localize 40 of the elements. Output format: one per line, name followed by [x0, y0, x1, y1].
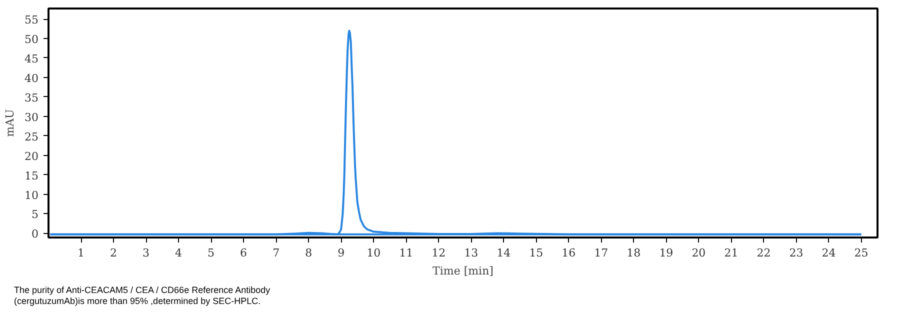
- x-tick-label: 7: [272, 246, 280, 260]
- y-tick-label: 25: [24, 130, 39, 144]
- x-tick-label: 22: [756, 246, 771, 260]
- x-tick-label: 8: [305, 246, 312, 260]
- x-tick-label: 2: [110, 246, 118, 260]
- y-tick-label: 20: [24, 150, 39, 163]
- x-tick-label: 1: [78, 246, 85, 260]
- x-tick-label: 15: [529, 246, 544, 260]
- x-tick-label: 24: [822, 246, 836, 260]
- x-tick-label: 21: [724, 246, 738, 260]
- x-tick-label: 19: [659, 246, 674, 260]
- y-tick-label: 30: [24, 110, 39, 124]
- y-tick-label: 35: [24, 91, 39, 104]
- x-tick-label: 6: [240, 246, 248, 260]
- text: The purity of Anti-CEACAM5 / CEA / CD66e Reference Antibody (cergutuzumAb)is more than 95% ,determined by SEC-HPLC.: [14, 285, 270, 307]
- x-tick-label: 14: [496, 246, 511, 260]
- y-tick-label: 10: [24, 188, 39, 202]
- x-tick-label: 11: [399, 246, 414, 260]
- y-tick-label: 15: [24, 169, 39, 182]
- x-tick-label: 17: [594, 246, 608, 260]
- x-tick-label: 23: [789, 246, 804, 260]
- x-tick-label: 20: [692, 246, 706, 260]
- y-axis-title: mAU: [4, 109, 17, 137]
- x-tick-label: 13: [464, 246, 478, 260]
- x-tick-label: 9: [338, 246, 345, 260]
- x-tick-label: 10: [366, 246, 381, 260]
- x-tick-label: 3: [142, 246, 150, 260]
- x-tick-label: 5: [208, 246, 215, 260]
- x-tick-label: 12: [432, 246, 446, 260]
- y-tick-label: 50: [24, 32, 39, 46]
- y-tick-label: 45: [24, 52, 39, 66]
- y-tick-label: 55: [24, 14, 39, 27]
- x-tick-label: 4: [175, 246, 182, 260]
- x-tick-label: 16: [562, 246, 576, 260]
- x-tick-label: 25: [854, 246, 868, 260]
- y-tick-label: 0: [32, 228, 38, 241]
- x-tick-label: 18: [626, 246, 641, 260]
- y-tick-label: 40: [24, 72, 39, 85]
- y-tick-label: 5: [32, 208, 38, 222]
- x-axis-title: Time [min]: [432, 264, 494, 278]
